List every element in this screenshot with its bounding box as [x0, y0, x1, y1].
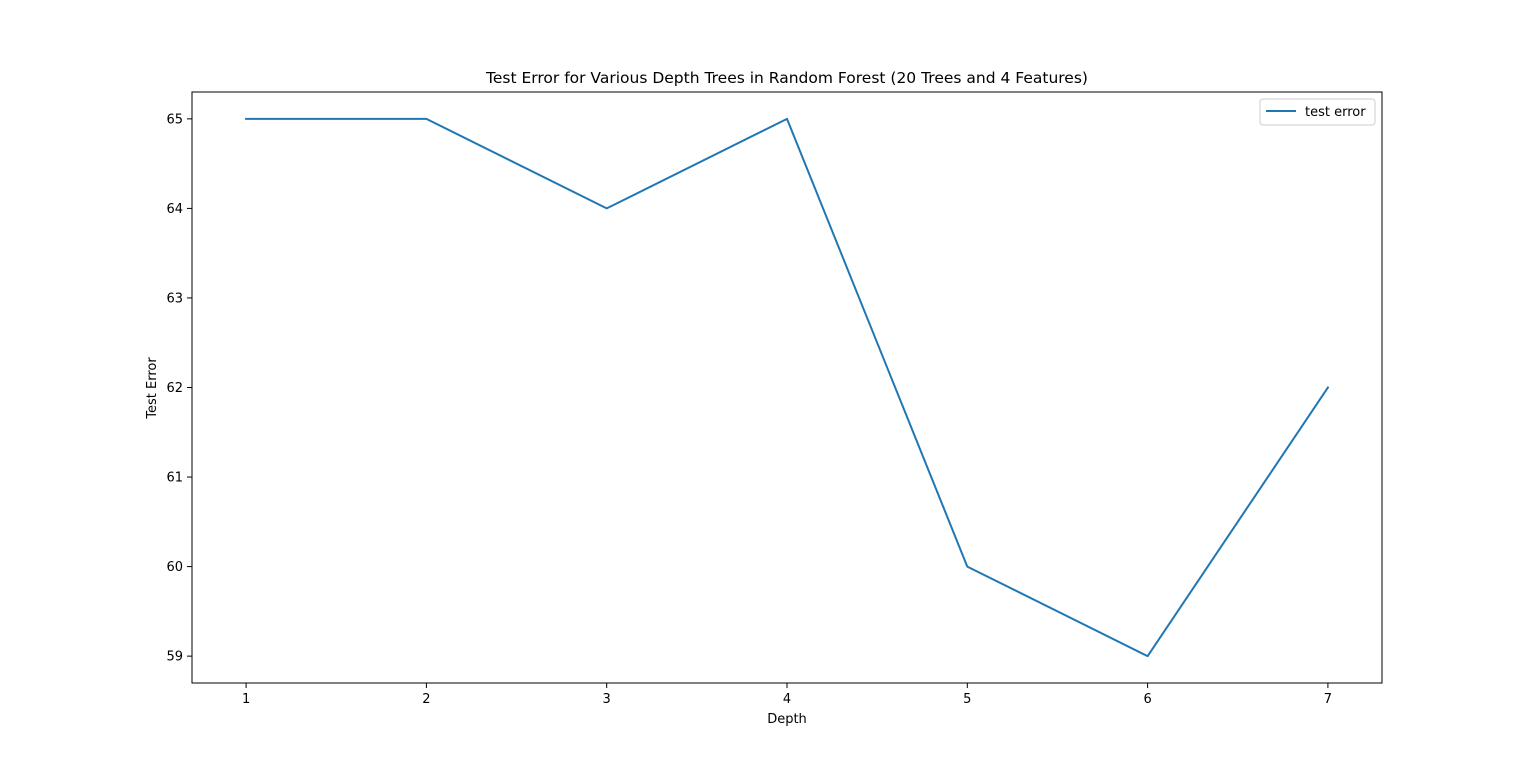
y-axis: 59 60 61 62 63 64 65	[166, 112, 192, 665]
y-tick-label: 62	[166, 381, 183, 396]
x-tick-label: 6	[1143, 692, 1151, 707]
y-tick-label: 61	[166, 471, 183, 486]
plot-area	[192, 92, 1382, 683]
legend-label: test error	[1305, 105, 1366, 120]
y-tick-label: 60	[166, 560, 183, 575]
x-tick-label: 7	[1324, 692, 1332, 707]
y-tick-label: 65	[166, 112, 183, 127]
plot-frame	[191, 91, 1383, 684]
x-axis: 1 2 3 4 5 6 7	[242, 683, 1332, 707]
chart-title: Test Error for Various Depth Trees in Ra…	[485, 69, 1088, 87]
x-axis-label: Depth	[767, 712, 807, 727]
x-tick-label: 1	[242, 692, 250, 707]
x-tick-label: 3	[603, 692, 611, 707]
legend: test error	[1259, 98, 1376, 126]
x-tick-label: 4	[783, 692, 791, 707]
y-tick-label: 64	[166, 202, 183, 217]
series-layer	[245, 117, 1330, 658]
y-tick-label: 59	[166, 650, 183, 665]
x-tick-label: 5	[963, 692, 971, 707]
series-line-test-error	[245, 117, 1330, 658]
y-axis-label: Test Error	[145, 357, 160, 420]
legend-box	[1259, 98, 1376, 126]
y-tick-label: 63	[166, 291, 183, 306]
x-tick-label: 2	[422, 692, 430, 707]
